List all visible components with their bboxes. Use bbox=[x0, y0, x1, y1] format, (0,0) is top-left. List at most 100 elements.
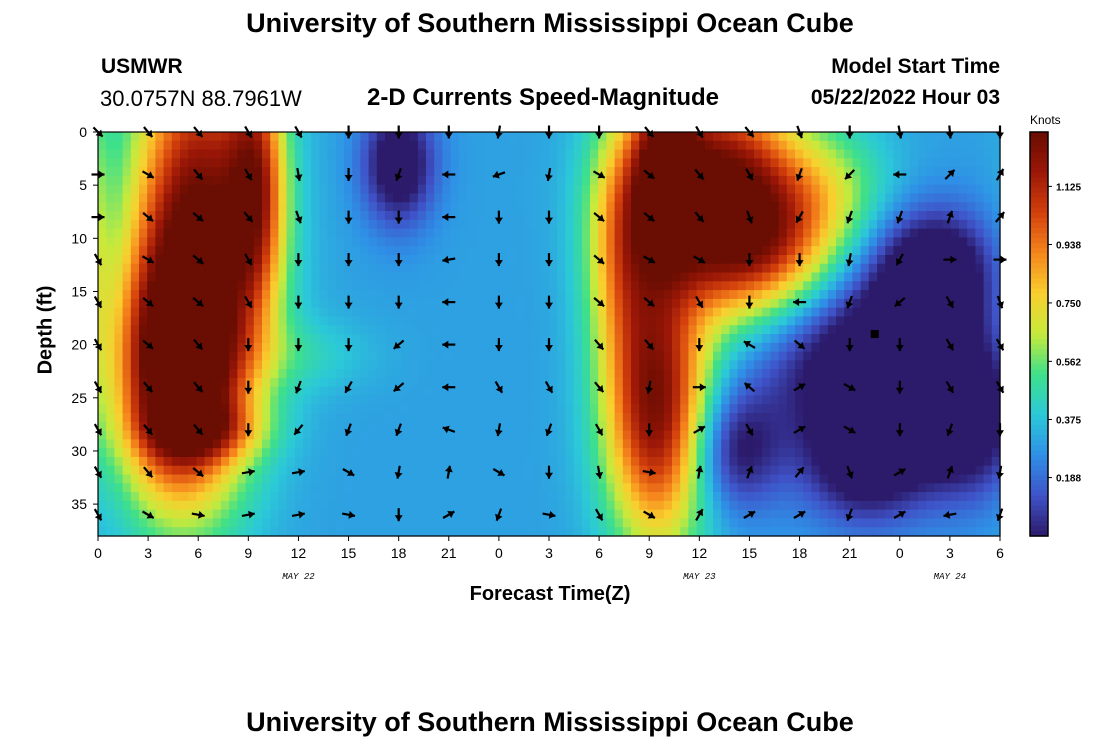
heatmap-cell bbox=[844, 360, 853, 370]
heatmap-cell bbox=[335, 369, 345, 379]
heatmap-cell bbox=[868, 167, 878, 177]
heatmap-cell bbox=[745, 413, 755, 423]
heatmap-cell bbox=[442, 492, 452, 502]
heatmap-cell bbox=[491, 492, 501, 502]
heatmap-cell bbox=[885, 351, 894, 361]
heatmap-cell bbox=[303, 290, 312, 300]
heatmap-cell bbox=[360, 430, 370, 440]
heatmap-cell bbox=[385, 158, 394, 168]
heatmap-cell bbox=[221, 325, 230, 335]
heatmap-cell bbox=[409, 254, 419, 265]
heatmap-cell bbox=[171, 421, 181, 432]
heatmap-cell bbox=[483, 254, 493, 265]
heatmap-cell bbox=[401, 474, 411, 484]
heatmap-cell bbox=[237, 360, 247, 370]
heatmap-cell bbox=[827, 448, 837, 458]
heatmap-cell bbox=[262, 237, 271, 247]
heatmap-cell bbox=[975, 149, 985, 159]
heatmap-cell bbox=[713, 421, 722, 432]
heatmap-cell bbox=[212, 325, 222, 335]
heatmap-cell bbox=[344, 316, 353, 326]
heatmap-cell bbox=[737, 211, 747, 221]
heatmap-cell bbox=[114, 184, 124, 195]
heatmap-cell bbox=[294, 518, 304, 528]
heatmap-cell bbox=[106, 474, 115, 484]
heatmap-cell bbox=[483, 140, 493, 151]
heatmap-cell bbox=[811, 307, 821, 318]
heatmap-cell bbox=[598, 193, 607, 203]
heatmap-cell bbox=[704, 211, 714, 221]
heatmap-cell bbox=[253, 369, 263, 379]
heatmap-cell bbox=[352, 492, 361, 502]
heatmap-cell bbox=[885, 202, 894, 212]
heatmap-cell bbox=[540, 334, 550, 344]
heatmap-cell bbox=[614, 237, 624, 247]
heatmap-cell bbox=[573, 254, 583, 265]
heatmap-cell bbox=[819, 167, 829, 177]
heatmap-cell bbox=[868, 281, 878, 291]
heatmap-cell bbox=[401, 404, 411, 414]
heatmap-cell bbox=[426, 202, 435, 212]
heatmap-cell bbox=[614, 483, 624, 493]
heatmap-cell bbox=[458, 272, 468, 282]
heatmap-cell bbox=[565, 246, 575, 256]
heatmap-cell bbox=[926, 439, 935, 449]
heatmap-cell bbox=[590, 193, 599, 203]
heatmap-cell bbox=[245, 316, 255, 326]
heatmap-cell bbox=[573, 211, 583, 221]
heatmap-cell bbox=[262, 140, 271, 151]
heatmap-cell bbox=[860, 272, 870, 282]
heatmap-cell bbox=[98, 527, 107, 537]
heatmap-cell bbox=[155, 193, 165, 203]
heatmap-cell bbox=[237, 369, 247, 379]
heatmap-cell bbox=[565, 307, 575, 318]
heatmap-cell bbox=[795, 386, 804, 397]
heatmap-cell bbox=[417, 246, 427, 256]
heatmap-cell bbox=[532, 377, 542, 388]
heatmap-cell bbox=[278, 184, 288, 195]
heatmap-cell bbox=[581, 298, 591, 309]
heatmap-cell bbox=[278, 395, 288, 405]
heatmap-cell bbox=[180, 307, 189, 318]
heatmap-cell bbox=[909, 395, 919, 405]
heatmap-cell bbox=[950, 290, 960, 300]
heatmap-cell bbox=[483, 149, 493, 159]
heatmap-cell bbox=[180, 448, 189, 458]
heatmap-cell bbox=[631, 360, 640, 370]
heatmap-cell bbox=[114, 351, 124, 361]
heatmap-cell bbox=[524, 509, 534, 520]
heatmap-cell bbox=[376, 413, 386, 423]
heatmap-cell bbox=[762, 132, 771, 142]
heatmap-cell bbox=[196, 281, 206, 291]
heatmap-cell bbox=[557, 281, 566, 291]
heatmap-cell bbox=[532, 158, 542, 168]
heatmap-cell bbox=[852, 386, 862, 397]
heatmap-cell bbox=[409, 184, 419, 195]
heatmap-cell bbox=[360, 413, 370, 423]
heatmap-cell bbox=[549, 421, 558, 432]
heatmap-cell bbox=[270, 360, 279, 370]
heatmap-cell bbox=[934, 167, 944, 177]
heatmap-cell bbox=[532, 263, 542, 274]
heatmap-cell bbox=[376, 377, 386, 388]
heatmap-cell bbox=[303, 211, 312, 221]
heatmap-cell bbox=[549, 439, 558, 449]
heatmap-cell bbox=[549, 377, 558, 388]
heatmap-cell bbox=[786, 395, 796, 405]
heatmap-cell bbox=[155, 351, 165, 361]
heatmap-cell bbox=[278, 132, 288, 142]
heatmap-cell bbox=[639, 483, 648, 493]
heatmap-cell bbox=[393, 140, 402, 151]
heatmap-cell bbox=[885, 316, 894, 326]
heatmap-cell bbox=[631, 202, 640, 212]
heatmap-cell bbox=[385, 211, 394, 221]
heatmap-cell bbox=[598, 202, 607, 212]
heatmap-cell bbox=[458, 421, 468, 432]
heatmap-cell bbox=[98, 421, 107, 432]
heatmap-cell bbox=[909, 290, 919, 300]
heatmap-cell bbox=[532, 140, 542, 151]
heatmap-cell bbox=[458, 158, 468, 168]
heatmap-cell bbox=[778, 325, 788, 335]
heatmap-cell bbox=[311, 140, 320, 151]
heatmap-cell bbox=[352, 307, 361, 318]
